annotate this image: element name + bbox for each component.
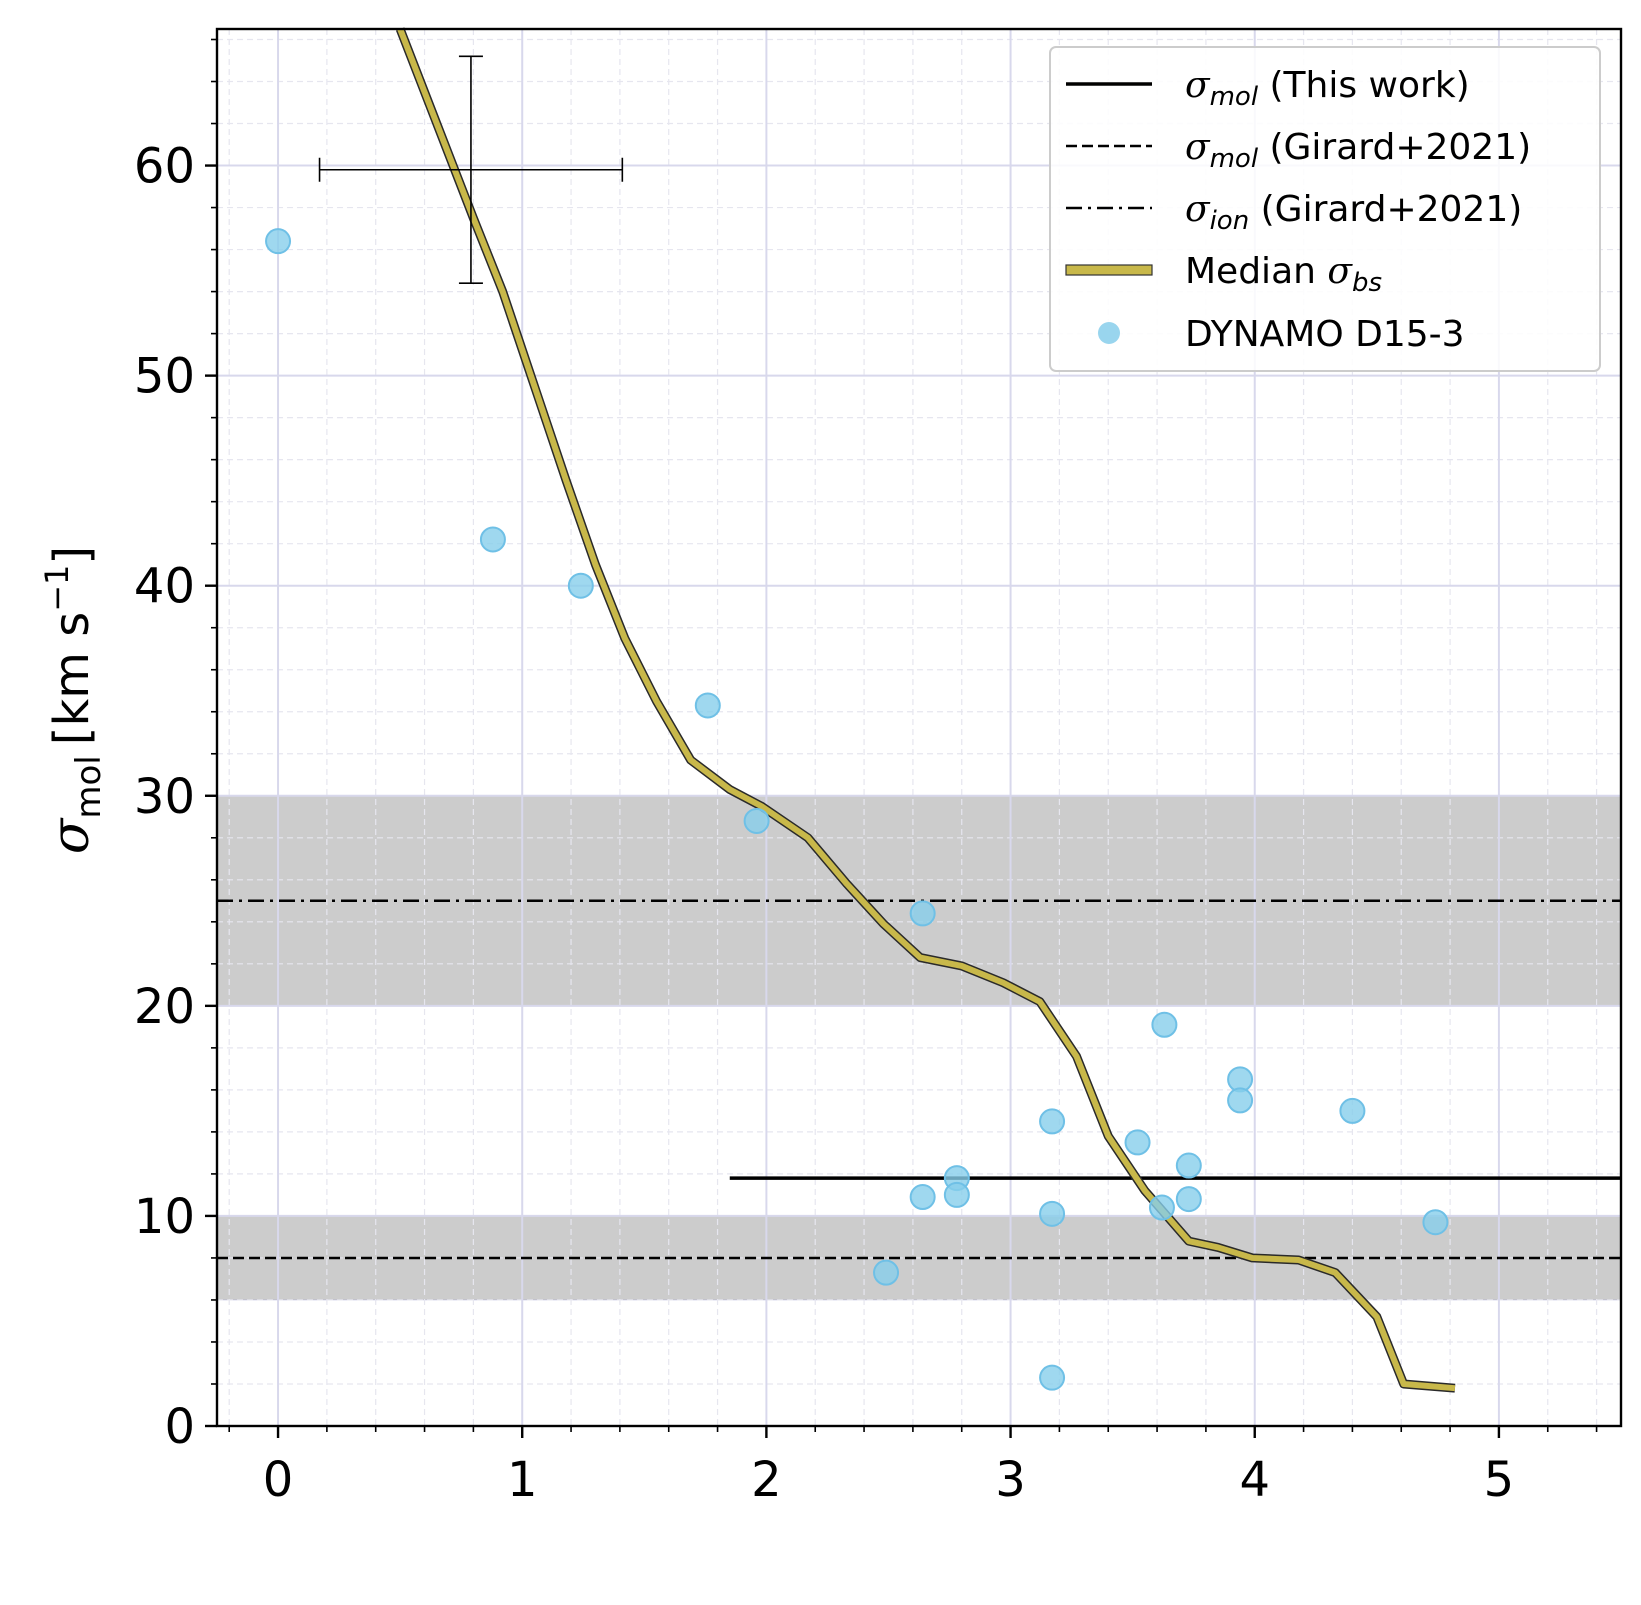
legend-label-median: Median σbs xyxy=(1185,251,1382,298)
y-axis-label: σmol[km s−1] xyxy=(38,546,109,854)
legend-entry-girard-ion: σion (Girard+2021) xyxy=(1066,189,1522,236)
legend-entry-girard-mol: σmol (Girard+2021) xyxy=(1066,127,1531,174)
x-tick-label: 5 xyxy=(1484,1452,1515,1508)
legend-label-dynamo: DYNAMO D15-3 xyxy=(1185,314,1465,355)
y-tick-label: 60 xyxy=(134,139,195,195)
data-point xyxy=(1148,1194,1175,1221)
data-point xyxy=(1124,1129,1151,1156)
data-point xyxy=(265,228,292,255)
x-tick-label: 2 xyxy=(751,1452,782,1508)
legend-line-median xyxy=(1065,264,1153,276)
data-point xyxy=(909,1184,936,1211)
data-point xyxy=(1227,1087,1254,1114)
data-point xyxy=(943,1181,970,1208)
legend-label-girard-mol: σmol (Girard+2021) xyxy=(1185,127,1531,174)
y-tick-label: 40 xyxy=(134,559,195,615)
data-point xyxy=(694,692,721,719)
data-point xyxy=(743,807,770,834)
median-line xyxy=(397,27,1456,1392)
legend-box xyxy=(1049,46,1601,372)
plot-frame xyxy=(215,27,1623,1428)
legend-entry-median: Median σbs xyxy=(1065,251,1382,298)
legend-label-girard-ion: σion (Girard+2021) xyxy=(1185,189,1522,236)
legend-entry-this-work: σmol (This work) xyxy=(1066,65,1470,112)
data-point xyxy=(1422,1209,1449,1236)
data-point xyxy=(1039,1364,1066,1391)
x-tick-label: 3 xyxy=(995,1452,1026,1508)
data-point xyxy=(909,900,936,927)
y-tick-label: 20 xyxy=(134,979,195,1035)
data-point xyxy=(1039,1200,1066,1227)
legend-marker-dynamo xyxy=(1098,322,1120,344)
data-point xyxy=(1175,1152,1202,1179)
y-tick-label: 0 xyxy=(164,1399,195,1455)
data-point xyxy=(1151,1011,1178,1038)
data-point xyxy=(1175,1186,1202,1213)
y-tick-label: 10 xyxy=(134,1189,195,1245)
x-tick-label: 4 xyxy=(1239,1452,1270,1508)
legend: σmol (This work) σmol (Girard+2021) σion… xyxy=(1049,46,1601,372)
data-point xyxy=(873,1259,900,1286)
scatter-points xyxy=(265,228,1449,1391)
data-point xyxy=(567,572,594,599)
x-tick-label: 1 xyxy=(507,1452,538,1508)
data-point xyxy=(1039,1108,1066,1135)
legend-entry-dynamo: DYNAMO D15-3 xyxy=(1098,314,1465,355)
data-point xyxy=(1339,1097,1366,1124)
y-tick-label: 50 xyxy=(134,349,195,405)
error-bar xyxy=(318,55,624,284)
series-layer xyxy=(217,27,1621,1393)
data-point xyxy=(479,526,506,553)
legend-label-this-work: σmol (This work) xyxy=(1185,65,1470,112)
x-tick-label: 0 xyxy=(263,1452,294,1508)
axis-ticks xyxy=(205,38,1598,1438)
y-tick-label: 30 xyxy=(134,769,195,825)
